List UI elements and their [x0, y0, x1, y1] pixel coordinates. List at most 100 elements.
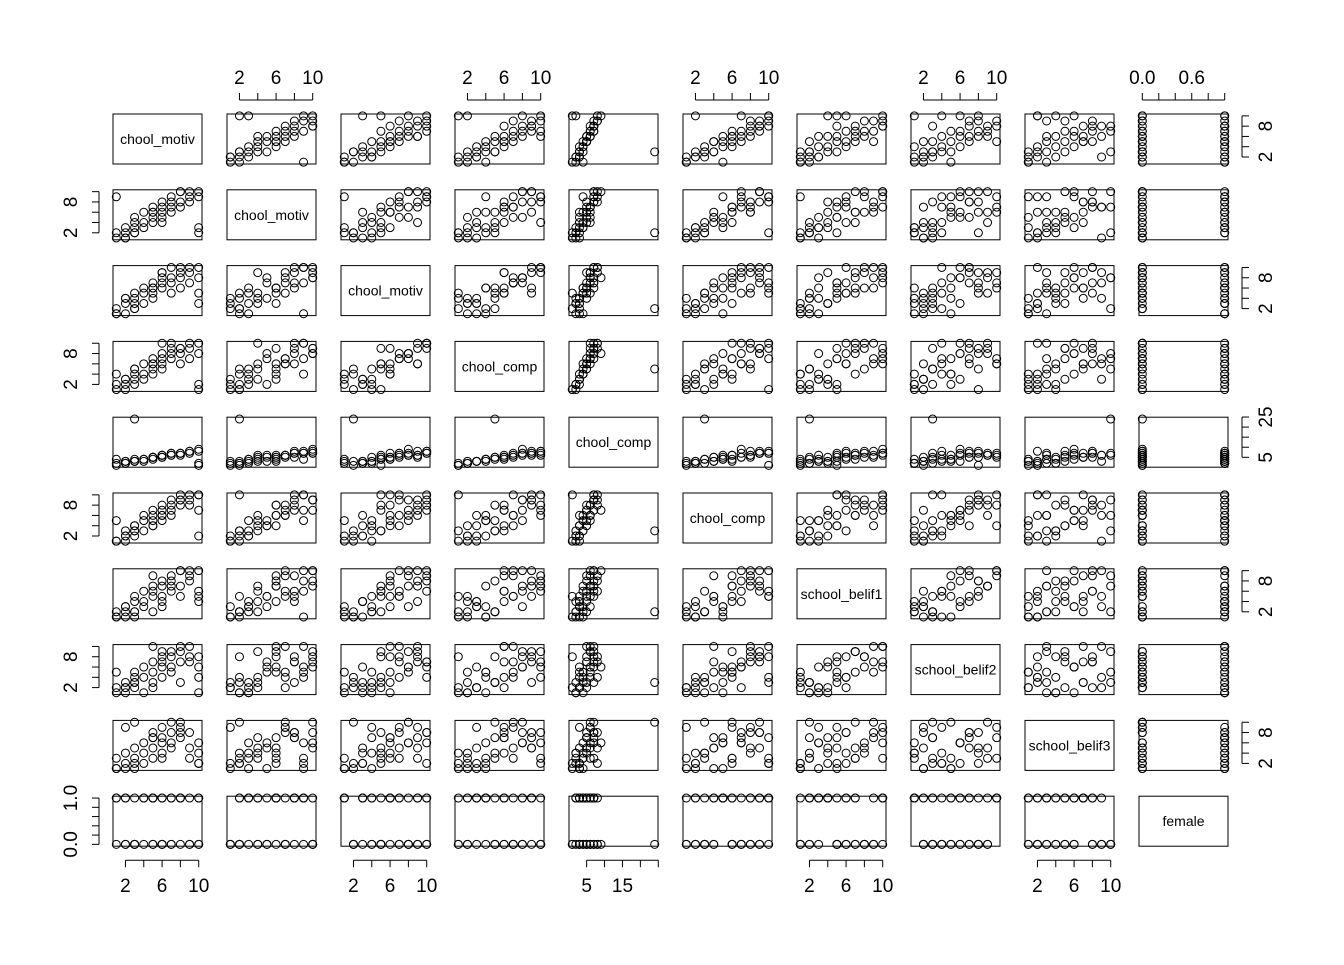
- point: [946, 212, 956, 222]
- point: [727, 450, 737, 460]
- point: [585, 839, 595, 849]
- point: [1069, 454, 1079, 464]
- panel-frame: [682, 113, 773, 165]
- point: [1137, 364, 1147, 374]
- point: [578, 839, 588, 849]
- point: [928, 147, 938, 157]
- point: [139, 738, 149, 748]
- point: [1137, 354, 1147, 364]
- point: [527, 495, 537, 505]
- point: [385, 369, 395, 379]
- point: [823, 458, 833, 468]
- point: [937, 192, 947, 202]
- point: [736, 192, 746, 202]
- point: [964, 338, 974, 348]
- point: [1023, 147, 1033, 157]
- point: [1051, 288, 1061, 298]
- point: [574, 683, 584, 693]
- point: [194, 490, 204, 500]
- panel-frame: [226, 265, 317, 317]
- point: [795, 672, 805, 682]
- point: [244, 516, 254, 526]
- point: [139, 758, 149, 768]
- point: [385, 521, 395, 531]
- point: [194, 273, 204, 283]
- point: [253, 142, 263, 152]
- point: [1137, 142, 1147, 152]
- panel: [1137, 111, 1230, 167]
- point: [194, 505, 204, 515]
- point: [992, 793, 1002, 803]
- panel-frame: [112, 113, 203, 165]
- point: [130, 667, 140, 677]
- point: [299, 667, 309, 677]
- point: [823, 111, 833, 121]
- point: [795, 667, 805, 677]
- point: [308, 273, 318, 283]
- point: [490, 452, 500, 462]
- point: [453, 688, 463, 698]
- point: [394, 586, 404, 596]
- point: [253, 359, 263, 369]
- x-tick-label: 2: [918, 68, 929, 89]
- point: [148, 581, 158, 591]
- point: [918, 722, 928, 732]
- point: [718, 450, 728, 460]
- point: [527, 268, 537, 278]
- point: [764, 354, 774, 364]
- point: [745, 728, 755, 738]
- point: [1060, 446, 1070, 456]
- panel: [1137, 717, 1230, 774]
- point: [992, 490, 1002, 500]
- panel: [1137, 262, 1230, 319]
- point: [1137, 262, 1147, 272]
- point: [339, 793, 349, 803]
- y-tick-label: 2: [61, 379, 82, 390]
- point: [394, 212, 404, 222]
- point: [234, 652, 244, 662]
- x-tick-label: 6: [271, 68, 282, 89]
- point: [299, 505, 309, 515]
- point: [937, 490, 947, 500]
- panel: [681, 793, 774, 849]
- point: [918, 374, 928, 384]
- point: [120, 612, 130, 622]
- point: [574, 602, 584, 612]
- point: [718, 283, 728, 293]
- point: [157, 359, 167, 369]
- point: [1032, 111, 1042, 121]
- point: [1220, 448, 1230, 458]
- point: [271, 667, 281, 677]
- point: [244, 764, 254, 774]
- point: [348, 456, 358, 466]
- panel: [453, 187, 546, 243]
- point: [490, 137, 500, 147]
- y-tick-label: 2: [61, 531, 82, 542]
- panel: [453, 111, 546, 167]
- point: [804, 536, 814, 546]
- point: [139, 602, 149, 612]
- point: [592, 187, 602, 197]
- point: [736, 586, 746, 596]
- point: [472, 456, 482, 466]
- point: [262, 354, 272, 364]
- point: [1106, 571, 1116, 581]
- point: [690, 233, 700, 243]
- point: [718, 137, 728, 147]
- point: [964, 733, 974, 743]
- point: [403, 495, 413, 505]
- panel-frame: [340, 416, 431, 468]
- point: [299, 309, 309, 319]
- point: [225, 602, 235, 612]
- point: [983, 448, 993, 458]
- point: [403, 839, 413, 849]
- panel: [567, 490, 660, 546]
- panel: chool_comp: [454, 340, 545, 392]
- point: [650, 717, 660, 727]
- point: [700, 223, 710, 233]
- point: [280, 131, 290, 141]
- point: [589, 728, 599, 738]
- point: [1042, 526, 1052, 536]
- point: [422, 197, 432, 207]
- point: [1137, 278, 1147, 288]
